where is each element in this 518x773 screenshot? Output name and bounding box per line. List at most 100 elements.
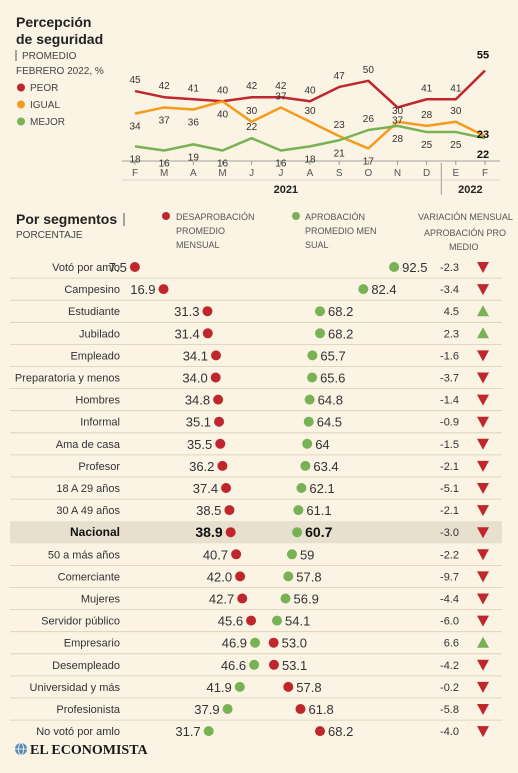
dot-aprobacion bbox=[203, 726, 214, 737]
legend-dot-mejor bbox=[17, 117, 25, 126]
data-label-peor: 55 bbox=[477, 50, 489, 62]
down-arrow-icon bbox=[477, 262, 489, 273]
legend-dot-igual bbox=[17, 100, 25, 109]
down-arrow-icon bbox=[477, 438, 489, 450]
dot-desaprobacion bbox=[231, 549, 242, 560]
data-label-igual: 40 bbox=[217, 109, 229, 120]
value-aprobacion: 60.7 bbox=[305, 524, 332, 540]
dot-desaprobacion bbox=[210, 372, 221, 383]
segments-legend: DESAPROBACIÓN PROMEDIO MENSUAL APROBACIÓN PR… bbox=[162, 212, 513, 252]
dot-aprobacion bbox=[358, 284, 369, 295]
data-label-igual: 30 bbox=[246, 106, 258, 117]
value-desaprobacion: 42.0 bbox=[207, 569, 232, 584]
value-variacion: -1.6 bbox=[440, 350, 459, 362]
legend-label-aprobacion: PROMEDIO MEN bbox=[305, 226, 377, 236]
value-aprobacion: 61.1 bbox=[306, 503, 331, 518]
segments-header: Por segmentos PORCENTAJE bbox=[16, 211, 125, 241]
value-aprobacion: 37.9 bbox=[194, 702, 219, 717]
dot-aprobacion bbox=[315, 328, 326, 339]
table-row: Profesor 36.2 63.4 -2.1 bbox=[10, 454, 502, 474]
dot-desaprobacion bbox=[224, 505, 235, 516]
dot-desaprobacion bbox=[225, 527, 236, 538]
dot-aprobacion bbox=[292, 527, 303, 538]
value-aprobacion: 82.4 bbox=[371, 282, 396, 297]
segment-label: Mujeres bbox=[81, 594, 121, 606]
value-aprobacion: 54.1 bbox=[285, 614, 310, 629]
dot-aprobacion bbox=[283, 571, 294, 582]
data-label-peor: 41 bbox=[188, 83, 200, 94]
value-variacion: -5.1 bbox=[440, 483, 459, 495]
table-row: Profesionista 61.8 37.9 -5.8 bbox=[10, 697, 502, 717]
series-line-igual bbox=[134, 100, 486, 150]
value-desaprobacion: 61.8 bbox=[308, 702, 333, 717]
down-arrow-icon bbox=[477, 726, 489, 738]
segment-label: Campesino bbox=[64, 284, 120, 296]
data-label-igual: 34 bbox=[129, 122, 141, 133]
value-desaprobacion: 31.4 bbox=[174, 326, 199, 341]
value-aprobacion: 68.2 bbox=[328, 326, 353, 341]
table-row: 50 a más años 40.7 59 -2.2 bbox=[48, 547, 489, 562]
value-aprobacion: 59 bbox=[300, 547, 314, 562]
data-label-peor: 40 bbox=[217, 85, 229, 96]
data-label-igual: 37 bbox=[159, 115, 171, 126]
highlight-band bbox=[10, 521, 502, 544]
segment-label: Jubilado bbox=[79, 328, 120, 340]
year-label-2022: 2022 bbox=[458, 184, 482, 196]
chart-title-line1: Percepción bbox=[16, 14, 91, 30]
table-row: Desempleado 53.1 46.6 -4.2 bbox=[10, 653, 502, 673]
down-arrow-icon bbox=[477, 416, 489, 428]
value-variacion: -1.5 bbox=[440, 439, 459, 451]
dot-desaprobacion bbox=[295, 704, 306, 714]
segment-label: 30 A 49 años bbox=[56, 505, 120, 517]
value-desaprobacion: 38.5 bbox=[196, 503, 221, 518]
dot-aprobacion bbox=[286, 549, 297, 560]
data-label-mejor: 16 bbox=[217, 159, 229, 170]
down-arrow-icon bbox=[477, 350, 489, 362]
value-variacion: -3.4 bbox=[440, 284, 459, 296]
data-label-igual: 23 bbox=[477, 129, 489, 141]
dot-desaprobacion bbox=[221, 483, 232, 493]
value-desaprobacion: 45.6 bbox=[218, 614, 243, 629]
dot-aprobacion bbox=[302, 438, 313, 449]
table-row: 18 A 29 años 37.4 62.1 -5.1 bbox=[10, 476, 502, 496]
x-tick-label: E bbox=[452, 168, 459, 179]
segment-label: Ama de casa bbox=[56, 439, 121, 451]
down-arrow-icon bbox=[477, 505, 489, 517]
legend-label-variacion: MEDIO bbox=[449, 242, 479, 252]
x-tick-label: O bbox=[364, 168, 372, 179]
data-label-mejor: 16 bbox=[275, 159, 287, 170]
value-aprobacion: 68.2 bbox=[328, 304, 353, 319]
data-label-igual: 36 bbox=[188, 118, 200, 129]
value-variacion: -4.4 bbox=[440, 594, 459, 606]
segment-label: Estudiante bbox=[68, 306, 120, 318]
value-variacion: -6.0 bbox=[440, 616, 459, 628]
chart-subtitle-line2: FEBRERO 2022, % bbox=[16, 66, 104, 77]
legend-label-peor: PEOR bbox=[30, 83, 58, 94]
dot-aprobacion bbox=[272, 615, 283, 626]
value-desaprobacion: 38.9 bbox=[195, 524, 222, 540]
data-label-peor: 45 bbox=[129, 75, 141, 86]
value-variacion: -3.0 bbox=[440, 527, 459, 539]
line-legend: PEOR IGUAL MEJOR bbox=[17, 83, 65, 128]
value-variacion: -0.2 bbox=[440, 682, 459, 694]
dot-aprobacion bbox=[296, 483, 307, 493]
value-desaprobacion: 34.0 bbox=[182, 371, 207, 386]
dot-desaprobacion bbox=[283, 681, 294, 692]
down-arrow-icon bbox=[477, 659, 489, 671]
segment-label: Comerciante bbox=[58, 571, 120, 583]
dot-desaprobacion bbox=[268, 659, 279, 670]
table-row: Jubilado 31.4 68.2 2.3 bbox=[10, 321, 502, 341]
value-variacion: -4.0 bbox=[440, 726, 459, 738]
segment-label: No votó por amlo bbox=[36, 726, 120, 738]
value-variacion: 4.5 bbox=[444, 306, 459, 318]
table-row: Empleado 34.1 65.7 -1.6 bbox=[10, 343, 502, 363]
x-tick-label: F bbox=[482, 168, 488, 179]
value-variacion: -5.8 bbox=[440, 704, 459, 716]
dot-desaprobacion bbox=[237, 593, 248, 604]
table-row: Comerciante 42.0 57.8 -9.7 bbox=[10, 565, 502, 584]
value-variacion: -9.7 bbox=[440, 571, 459, 583]
globe-icon bbox=[15, 742, 27, 756]
value-aprobacion: 57.8 bbox=[296, 569, 321, 584]
